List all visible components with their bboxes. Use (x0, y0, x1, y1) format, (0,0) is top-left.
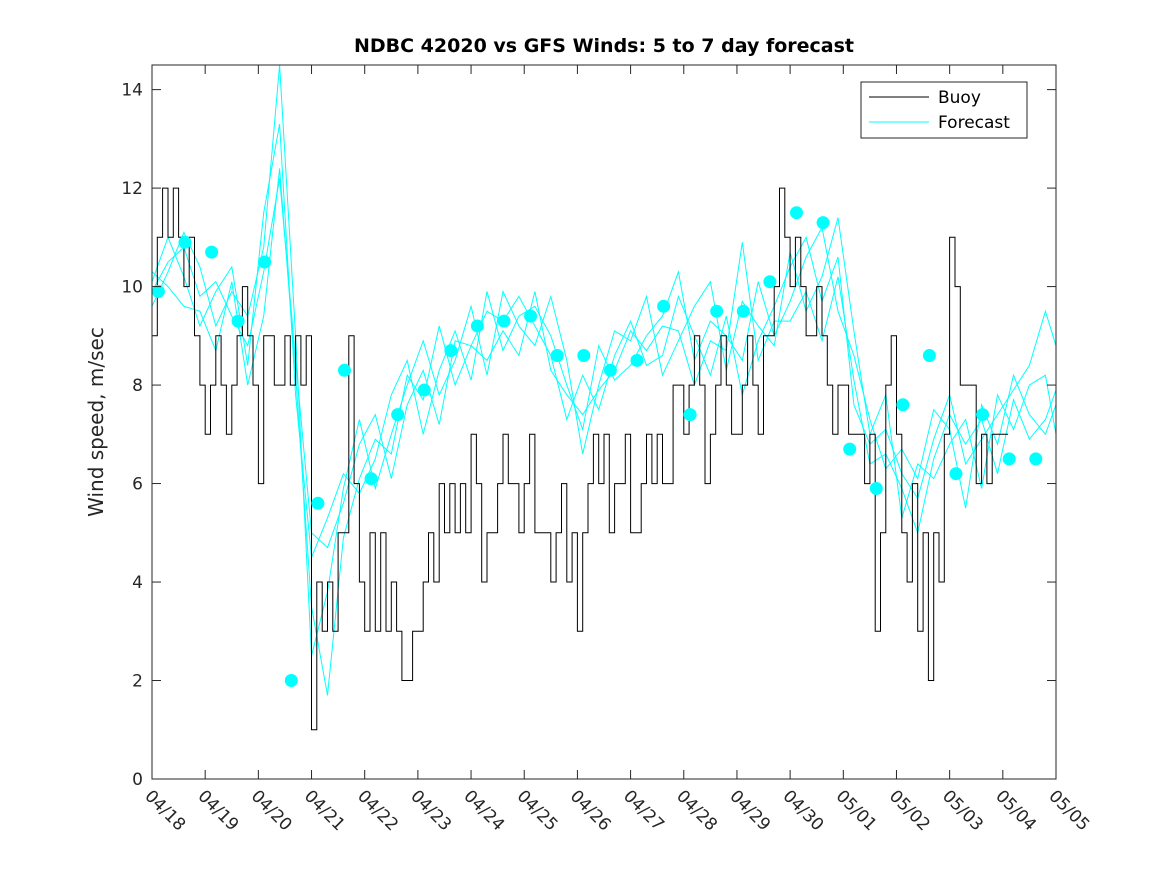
verification-point (603, 363, 617, 377)
y-tick-label: 0 (132, 770, 143, 790)
verification-point (683, 408, 697, 422)
chart-title: NDBC 42020 vs GFS Winds: 5 to 7 day fore… (354, 35, 854, 57)
y-tick-label: 8 (132, 376, 143, 396)
y-axis-label: Wind speed, m/sec (84, 327, 108, 517)
y-tick-label: 2 (132, 672, 143, 692)
verification-point (1002, 452, 1016, 466)
verification-point (790, 206, 803, 220)
verification-point (391, 408, 405, 422)
verification-point (524, 309, 538, 323)
verification-point (444, 344, 458, 358)
verification-point (231, 314, 245, 328)
verification-points-group (151, 206, 1043, 687)
buoy-series-group (152, 187, 1009, 731)
verification-point (896, 398, 910, 412)
y-tick-label: 6 (132, 475, 143, 495)
plot-frame (151, 64, 1057, 780)
verification-point (1029, 452, 1043, 466)
forecast-line (151, 178, 1057, 549)
verification-point (657, 299, 671, 313)
y-tick-label: 12 (121, 179, 143, 199)
verification-point (151, 285, 165, 298)
verification-point (710, 304, 724, 318)
verification-point (417, 383, 431, 397)
verification-point (976, 408, 990, 422)
verification-point (922, 349, 936, 362)
verification-point (284, 674, 298, 687)
legend: Buoy Forecast (860, 81, 1028, 139)
verification-point (311, 496, 325, 510)
forecast-line (151, 124, 1057, 558)
plot-area (152, 65, 1056, 779)
verification-point (630, 353, 644, 367)
verification-point (550, 349, 564, 362)
y-axis: 0 2 4 6 8 10 12 14 (121, 81, 1056, 790)
verification-point (338, 363, 351, 377)
forecast-series-group (151, 64, 1057, 696)
legend-forecast-label: Forecast (938, 113, 1010, 133)
verification-point (736, 304, 750, 318)
y-tick-label: 14 (121, 81, 143, 101)
verification-point (763, 275, 777, 289)
buoy-line (152, 187, 1009, 731)
y-tick-label: 10 (121, 278, 143, 298)
verification-point (178, 235, 192, 249)
verification-point (577, 349, 591, 362)
legend-buoy-label: Buoy (938, 88, 981, 108)
verification-point (258, 255, 272, 269)
verification-point (816, 216, 830, 230)
verification-point (843, 442, 857, 456)
verification-point (869, 482, 883, 495)
verification-point (949, 467, 963, 481)
y-tick-label: 4 (132, 573, 143, 593)
verification-point (364, 472, 378, 486)
verification-point (497, 314, 511, 328)
legend-box (860, 81, 1028, 139)
verification-point (470, 319, 484, 333)
verification-point (205, 245, 219, 259)
forecast-line (151, 168, 1057, 696)
